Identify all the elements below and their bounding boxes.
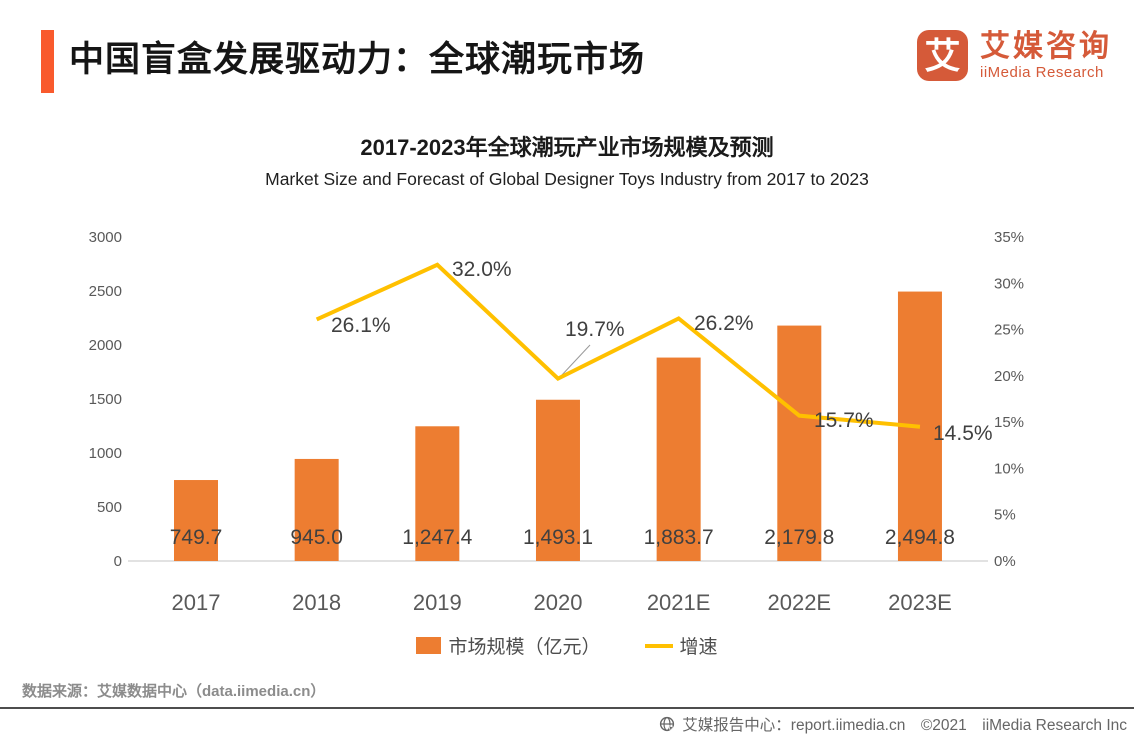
y-axis-right-tick: 35% (994, 229, 1024, 246)
y-axis-right-tick: 0% (994, 553, 1016, 570)
bar-2021E (656, 357, 701, 561)
x-axis-label-2019: 2019 (413, 590, 462, 615)
y-axis-right-tick: 25% (994, 322, 1024, 339)
bar-2020 (535, 399, 580, 561)
y-axis-right-tick: 20% (994, 368, 1024, 385)
bar-value-label-2020: 1,493.1 (523, 526, 593, 549)
legend-label-growth-rate: 增速 (679, 637, 718, 658)
legend-item-market-size: 市场规模（亿元） (416, 632, 601, 659)
bar-2022E (777, 325, 822, 561)
growth-label-2021E: 26.2% (694, 312, 754, 335)
y-axis-left-tick: 1500 (89, 391, 122, 408)
bar-value-label-2022E: 2,179.8 (764, 526, 834, 549)
y-axis-left-tick: 0 (114, 553, 122, 570)
x-axis-label-2018: 2018 (292, 590, 341, 615)
y-axis-left-tick: 3000 (89, 229, 122, 246)
y-axis-right-tick: 15% (994, 414, 1024, 431)
growth-label-2022E: 15.7% (814, 409, 874, 432)
legend-label-market-size: 市场规模（亿元） (448, 637, 601, 658)
y-axis-left-tick: 2500 (89, 283, 122, 300)
y-axis-right-tick: 10% (994, 460, 1024, 477)
page-title: 中国盲盒发展驱动力：全球潮玩市场 (69, 40, 646, 79)
x-axis-label-2017: 2017 (172, 590, 221, 615)
bar-2017 (174, 480, 218, 561)
chart-subtitle: Market Size and Forecast of Global Desig… (265, 169, 869, 189)
legend-item-growth-rate: 增速 (644, 632, 718, 659)
logo-glyph: 艾 (924, 34, 961, 76)
bar-value-label-2019: 1,247.4 (402, 526, 472, 549)
brand-logo-text: 艾媒咨询 iiMedia Research (980, 30, 1112, 81)
bar-value-label-2023E: 2,494.8 (885, 526, 955, 549)
growth-label-2019: 32.0% (452, 258, 512, 281)
bar-2019 (415, 426, 460, 561)
growth-label-2020: 19.7% (565, 318, 625, 341)
bar-value-label-2017: 749.7 (170, 526, 223, 549)
globe-icon (659, 716, 676, 733)
chart-legend: 市场规模（亿元） 增速 (0, 632, 1134, 659)
bar-series-swatch (416, 637, 442, 654)
brand-name-cn: 艾媒咨询 (980, 30, 1112, 63)
bar-2018 (294, 458, 339, 561)
footer-divider (0, 707, 1134, 709)
y-axis-left-tick: 500 (97, 499, 122, 516)
bar-value-label-2021E: 1,883.7 (644, 526, 714, 549)
chart-title: 2017-2023年全球潮玩产业市场规模及预测 (360, 135, 774, 160)
footer-text: 艾媒报告中心：report.iimedia.cn ©2021 iiMedia R… (682, 717, 1127, 734)
footer-bar: 艾媒报告中心：report.iimedia.cn ©2021 iiMedia R… (659, 713, 1127, 735)
brand-logo-icon: 艾 (917, 30, 968, 81)
line-series-swatch (644, 643, 673, 648)
y-axis-right-tick: 5% (994, 507, 1016, 524)
data-source-note: 数据来源：艾媒数据中心（data.iimedia.cn） (22, 683, 326, 700)
bar-value-label-2018: 945.0 (290, 526, 343, 549)
growth-label-2023E: 14.5% (933, 422, 993, 445)
x-axis-label-2022E: 2022E (767, 590, 831, 615)
growth-label-2018: 26.1% (331, 314, 391, 337)
title-accent-bar (41, 30, 54, 93)
x-axis-label-2021E: 2021E (647, 590, 711, 615)
brand-name-en: iiMedia Research (980, 64, 1104, 81)
x-axis-label-2023E: 2023E (888, 590, 952, 615)
y-axis-left-tick: 1000 (89, 445, 122, 462)
label-leader-line (560, 344, 591, 377)
y-axis-right-tick: 30% (994, 275, 1024, 292)
bar-2023E (897, 291, 942, 561)
y-axis-left-tick: 2000 (89, 337, 122, 354)
x-axis-label-2020: 2020 (534, 590, 583, 615)
brand-logo: 艾 艾媒咨询 iiMedia Research (917, 30, 1112, 81)
growth-rate-line (315, 262, 921, 429)
